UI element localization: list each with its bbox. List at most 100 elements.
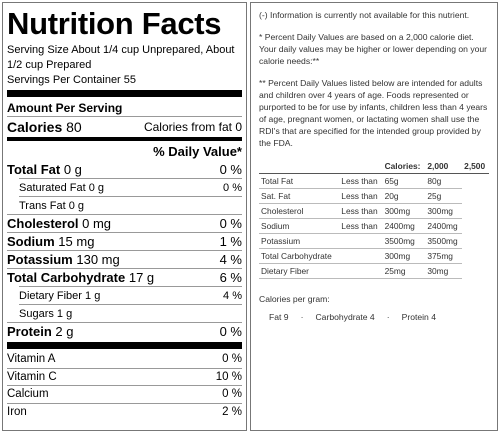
nutrient-row: Saturated Fat 0 g 0 % xyxy=(19,178,242,196)
nutrient: Total Carbohydrate 17 g xyxy=(7,270,154,285)
nutrient-dv: 6 % xyxy=(219,270,242,285)
vitamin-row: Calcium 0 % xyxy=(7,385,242,403)
dv-table-row: Potassium 3500mg 3500mg xyxy=(259,233,489,249)
nutrient-dv: 0 % xyxy=(219,216,242,231)
nutrient-amount: 17 g xyxy=(128,270,155,285)
nutrients: Total Fat 0 g 0 % Saturated Fat 0 g 0 % Tran… xyxy=(7,161,242,340)
cell: 30mg xyxy=(425,263,463,279)
cell: 375mg xyxy=(425,248,463,264)
calories-from-fat: Calories from fat 0 xyxy=(143,120,242,134)
calories-row: Calories 80 Calories from fat 0 xyxy=(7,116,242,137)
dv-table-row: Cholesterol Less than 300mg 300mg xyxy=(259,203,489,219)
nutrient: Saturated Fat 0 g xyxy=(19,182,104,194)
cell: 3500mg xyxy=(425,233,463,249)
cell: Sat. Fat xyxy=(259,188,340,204)
vitamin-row: Vitamin A 0 % xyxy=(7,351,242,368)
cell: Less than xyxy=(339,188,383,204)
label-title: Nutrition Facts xyxy=(7,6,222,41)
dv-table-header: Calories: 2,000 2,500 xyxy=(259,159,489,174)
nutrient-amount: 0 g xyxy=(63,162,82,177)
nutrient: Sodium 15 mg xyxy=(7,234,94,249)
note: (-) Information is currently not availab… xyxy=(259,10,470,20)
cell: 2,000 xyxy=(425,159,463,174)
vitamins: Vitamin A 0 % Vitamin C 10 % Calcium 0 % Iron 2… xyxy=(7,351,242,420)
cell: Less than xyxy=(339,203,383,219)
nutrient-dv: 4 % xyxy=(223,289,242,302)
nutrient-row: Protein 2 g 0 % xyxy=(7,322,242,340)
nutrient-dv: 4 % xyxy=(219,252,242,267)
dv-table-row: Sat. Fat Less than 20g 25g xyxy=(259,188,489,204)
amount-per-serving: Amount Per Serving xyxy=(7,99,242,116)
cell: 2400mg xyxy=(382,218,426,234)
cell: 20g xyxy=(382,188,426,204)
vitamin-dv: 2 % xyxy=(222,405,242,418)
nutrient-amount: 15 mg xyxy=(58,234,95,249)
nutrient: Protein 2 g xyxy=(7,324,74,339)
serving-size: Serving Size About 1/4 cup Unprepared, A… xyxy=(7,44,235,71)
vitamin-name: Vitamin A xyxy=(7,353,56,366)
nutrient-name: Potassium xyxy=(7,252,73,267)
cell: Cholesterol xyxy=(259,203,340,219)
dv-header: % Daily Value* xyxy=(153,143,242,159)
nutrient-row: Potassium 130 mg 4 % xyxy=(7,250,242,268)
cell: 25mg xyxy=(382,263,426,279)
cell: 2,500 xyxy=(462,159,489,174)
calories-name: Calories xyxy=(7,119,63,135)
vitamin-name: Calcium xyxy=(7,388,49,401)
nutrient-row: Total Carbohydrate 17 g 6 % xyxy=(7,268,242,286)
vitamin-name: Iron xyxy=(7,405,27,418)
nutrient-amount: 130 mg xyxy=(76,252,120,267)
nutrient: Trans Fat 0 g xyxy=(19,200,84,212)
cell: Total Fat xyxy=(259,173,340,189)
nutrient-name: Cholesterol xyxy=(7,216,79,231)
cell: Less than xyxy=(339,218,383,234)
nutrient-row: Sugars 1 g xyxy=(19,304,242,322)
nutrient-dv: 0 % xyxy=(223,181,242,194)
dv-table-row: Total Carbohydrate 300mg 375mg xyxy=(259,248,489,264)
cell: Calories: xyxy=(382,159,426,174)
vitamin-dv: 0 % xyxy=(222,388,242,401)
calories-per-gram-item: Protein 4 xyxy=(401,312,436,322)
nutrient-name: Sodium xyxy=(7,234,55,249)
nutrient-name: Total Carbohydrate xyxy=(7,270,126,285)
dv-table: Calories: 2,000 2,500 Total Fat Less than… xyxy=(259,159,489,279)
note: ** Percent Daily Values listed below are… xyxy=(259,78,488,148)
nutrient-name: Dietary Fiber 1 g xyxy=(19,289,101,302)
servings: Servings Per Container 55 xyxy=(7,74,137,86)
amount-per-serving-text: Amount Per Serving xyxy=(7,100,123,115)
cell: 65g xyxy=(382,173,426,189)
note: * Percent Daily Values are based on a 2,… xyxy=(259,32,488,66)
nutrient-row: Cholesterol 0 mg 0 % xyxy=(7,214,242,232)
calories-per-gram-item: Carbohydrate 4 xyxy=(315,312,375,322)
nutrient: Total Fat 0 g xyxy=(7,162,82,177)
cell: Dietary Fiber xyxy=(259,263,340,279)
nutrient: Dietary Fiber 1 g xyxy=(19,290,100,302)
cell xyxy=(339,263,383,279)
nutrient-amount: 0 mg xyxy=(82,216,112,231)
separator: · xyxy=(300,312,304,322)
cell: Potassium xyxy=(259,233,340,249)
vitamin-name: Vitamin C xyxy=(7,370,57,383)
cell: 80g xyxy=(425,173,463,189)
calories-per-gram: Calories per gram: xyxy=(259,294,330,304)
nutrition-label: Nutrition Facts Serving Size About 1/4 c… xyxy=(2,2,247,431)
notes-panel: (-) Information is currently not availab… xyxy=(250,2,498,431)
cell: Less than xyxy=(339,173,383,189)
divider xyxy=(7,342,242,349)
nutrient: Potassium 130 mg xyxy=(7,252,120,267)
nutrient: Cholesterol 0 mg xyxy=(7,216,111,231)
nutrient-amount: 2 g xyxy=(55,324,74,339)
cell: 300mg xyxy=(382,203,426,219)
nutrient-row: Total Fat 0 g 0 % xyxy=(7,161,242,178)
dv-header-row: % Daily Value* xyxy=(7,141,242,161)
nutrient-row: Sodium 15 mg 1 % xyxy=(7,232,242,250)
nutrient-name: Saturated Fat 0 g xyxy=(19,181,104,194)
dv-table-row: Sodium Less than 2400mg 2400mg xyxy=(259,218,489,234)
separator: · xyxy=(386,312,390,322)
nutrient-dv: 0 % xyxy=(219,324,242,339)
cell: Sodium xyxy=(259,218,340,234)
vitamin-dv: 0 % xyxy=(222,353,242,366)
vitamin-row: Vitamin C 10 % xyxy=(7,367,242,386)
cell xyxy=(259,159,340,174)
